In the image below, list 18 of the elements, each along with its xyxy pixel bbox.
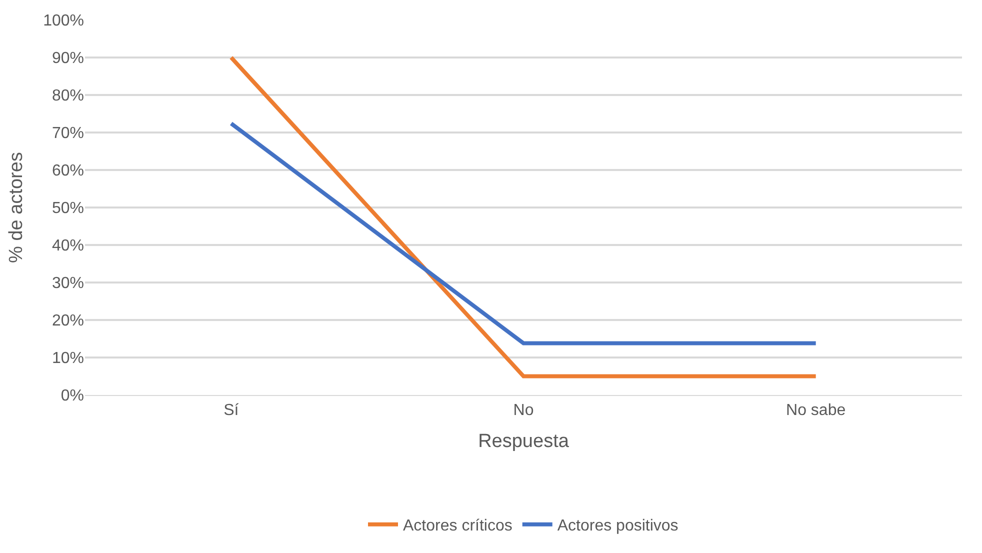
x-axis-title: Respuesta: [478, 431, 570, 452]
y-tick-label: 50%: [52, 200, 84, 218]
y-tick-label: 80%: [52, 88, 84, 105]
y-tick-label: 90%: [52, 50, 84, 68]
y-axis-title: % de actores: [6, 152, 27, 263]
x-tick-label: No: [513, 402, 534, 420]
y-tick-label: 70%: [52, 125, 84, 142]
y-tick-label: 100%: [43, 12, 84, 30]
y-tick-label: 10%: [52, 350, 84, 368]
y-tick-label: 0%: [60, 388, 84, 405]
legend-label: Actores positivos: [557, 518, 678, 535]
x-tick-label: No sabe: [786, 402, 846, 420]
legend-label: Actores críticos: [403, 518, 512, 535]
y-tick-label: 40%: [52, 238, 84, 255]
y-tick-label: 60%: [52, 162, 84, 180]
x-tick-label: Sí: [224, 402, 240, 420]
y-tick-label: 30%: [52, 275, 84, 292]
y-tick-label: 20%: [52, 312, 84, 330]
